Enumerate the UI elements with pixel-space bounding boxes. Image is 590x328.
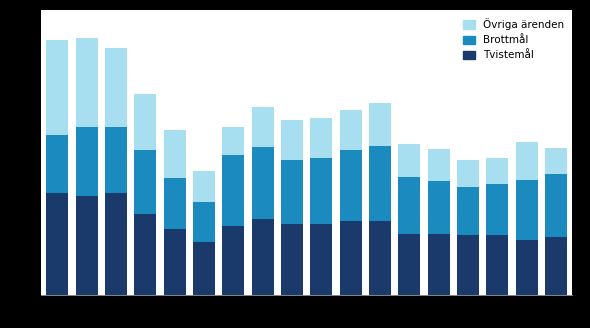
Bar	[487, 158, 509, 184]
Bar	[222, 226, 244, 295]
Bar	[252, 147, 274, 219]
Bar	[76, 196, 98, 295]
Bar	[369, 103, 391, 146]
Bar	[164, 229, 186, 295]
Bar	[281, 160, 303, 224]
Bar	[310, 158, 333, 224]
Bar	[252, 107, 274, 147]
Bar	[340, 150, 362, 221]
Bar	[135, 214, 156, 295]
Bar	[193, 242, 215, 295]
Bar	[47, 135, 68, 193]
Bar	[369, 146, 391, 221]
Bar	[222, 155, 244, 226]
Bar	[457, 235, 479, 295]
Bar	[545, 174, 567, 236]
Bar	[369, 221, 391, 295]
Bar	[76, 38, 98, 127]
Bar	[222, 127, 244, 155]
Bar	[164, 130, 186, 178]
Bar	[105, 193, 127, 295]
Bar	[516, 240, 538, 295]
Bar	[457, 160, 479, 187]
Bar	[105, 48, 127, 127]
Bar	[135, 150, 156, 214]
Bar	[545, 148, 567, 174]
Bar	[398, 234, 421, 295]
Bar	[47, 193, 68, 295]
Bar	[193, 171, 215, 202]
Bar	[516, 142, 538, 180]
Bar	[487, 184, 509, 235]
Bar	[76, 127, 98, 196]
Legend: Övriga ärenden, Brottmål, Tvistemål: Övriga ärenden, Brottmål, Tvistemål	[460, 15, 567, 64]
Bar	[193, 202, 215, 242]
Bar	[281, 120, 303, 160]
Bar	[516, 180, 538, 240]
Bar	[252, 219, 274, 295]
Bar	[428, 149, 450, 180]
Bar	[398, 177, 421, 234]
Bar	[487, 235, 509, 295]
Bar	[164, 178, 186, 229]
Bar	[47, 40, 68, 135]
Bar	[428, 180, 450, 234]
Bar	[398, 144, 421, 177]
Bar	[428, 234, 450, 295]
Bar	[310, 224, 333, 295]
Bar	[135, 94, 156, 150]
Bar	[281, 224, 303, 295]
Bar	[457, 187, 479, 235]
Bar	[545, 236, 567, 295]
Bar	[310, 118, 333, 158]
Bar	[340, 221, 362, 295]
Bar	[105, 127, 127, 193]
Bar	[340, 110, 362, 150]
